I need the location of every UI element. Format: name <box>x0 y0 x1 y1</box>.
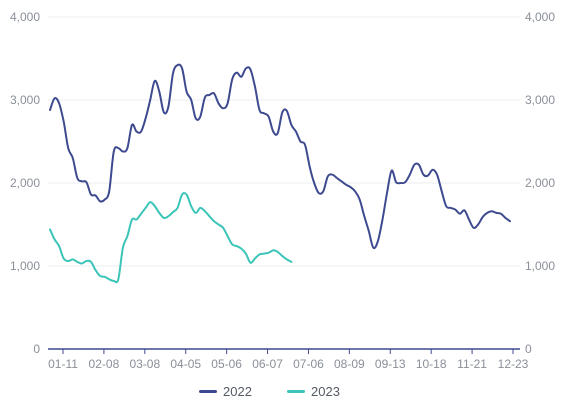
x-tick-label: 04-05 <box>170 357 201 371</box>
series-line-2023 <box>49 192 293 284</box>
y-tick-label-left: 2,000 <box>10 176 40 190</box>
x-tick-label: 06-07 <box>252 357 283 371</box>
x-tick-label: 11-21 <box>457 357 487 371</box>
x-tick-label: 12-23 <box>498 357 529 371</box>
x-tick-label: 03-08 <box>129 357 160 371</box>
gridlines <box>48 16 520 267</box>
legend-label: 2022 <box>223 384 252 399</box>
legend-item-2022[interactable]: 2022 <box>199 384 252 399</box>
x-tick-label: 10-18 <box>416 357 447 371</box>
series-line-2022 <box>49 63 511 250</box>
y-axis-left: 0 1,000 2,000 3,000 4,000 <box>10 10 40 356</box>
legend: 2022 2023 <box>199 384 340 399</box>
x-tick-label: 07-06 <box>293 357 324 371</box>
y-tick-label-right: 0 <box>525 342 532 356</box>
x-tick-label: 09-13 <box>375 357 406 371</box>
legend-label: 2023 <box>311 384 340 399</box>
y-axis-right: 0 1,000 2,000 3,000 4,000 <box>525 10 555 356</box>
y-tick-label-left: 3,000 <box>10 93 40 107</box>
x-tick-label: 05-06 <box>211 357 242 371</box>
y-tick-label-left: 4,000 <box>10 10 40 24</box>
x-tick-label: 02-08 <box>89 357 120 371</box>
y-tick-label-right: 4,000 <box>525 10 555 24</box>
y-tick-label-right: 3,000 <box>525 93 555 107</box>
y-tick-label-left: 0 <box>33 342 40 356</box>
legend-item-2023[interactable]: 2023 <box>287 384 340 399</box>
series-lines <box>49 63 511 284</box>
y-tick-label-left: 1,000 <box>10 259 40 273</box>
x-tick-label: 08-09 <box>334 357 365 371</box>
y-tick-label-right: 1,000 <box>525 259 555 273</box>
x-axis: 01-11 02-08 03-08 04-05 05-06 06-07 07-06 08-09… <box>48 348 529 371</box>
legend-swatch <box>287 390 305 393</box>
y-tick-label-right: 2,000 <box>525 176 555 190</box>
legend-swatch <box>199 390 217 393</box>
x-tick-label: 01-11 <box>48 357 78 371</box>
